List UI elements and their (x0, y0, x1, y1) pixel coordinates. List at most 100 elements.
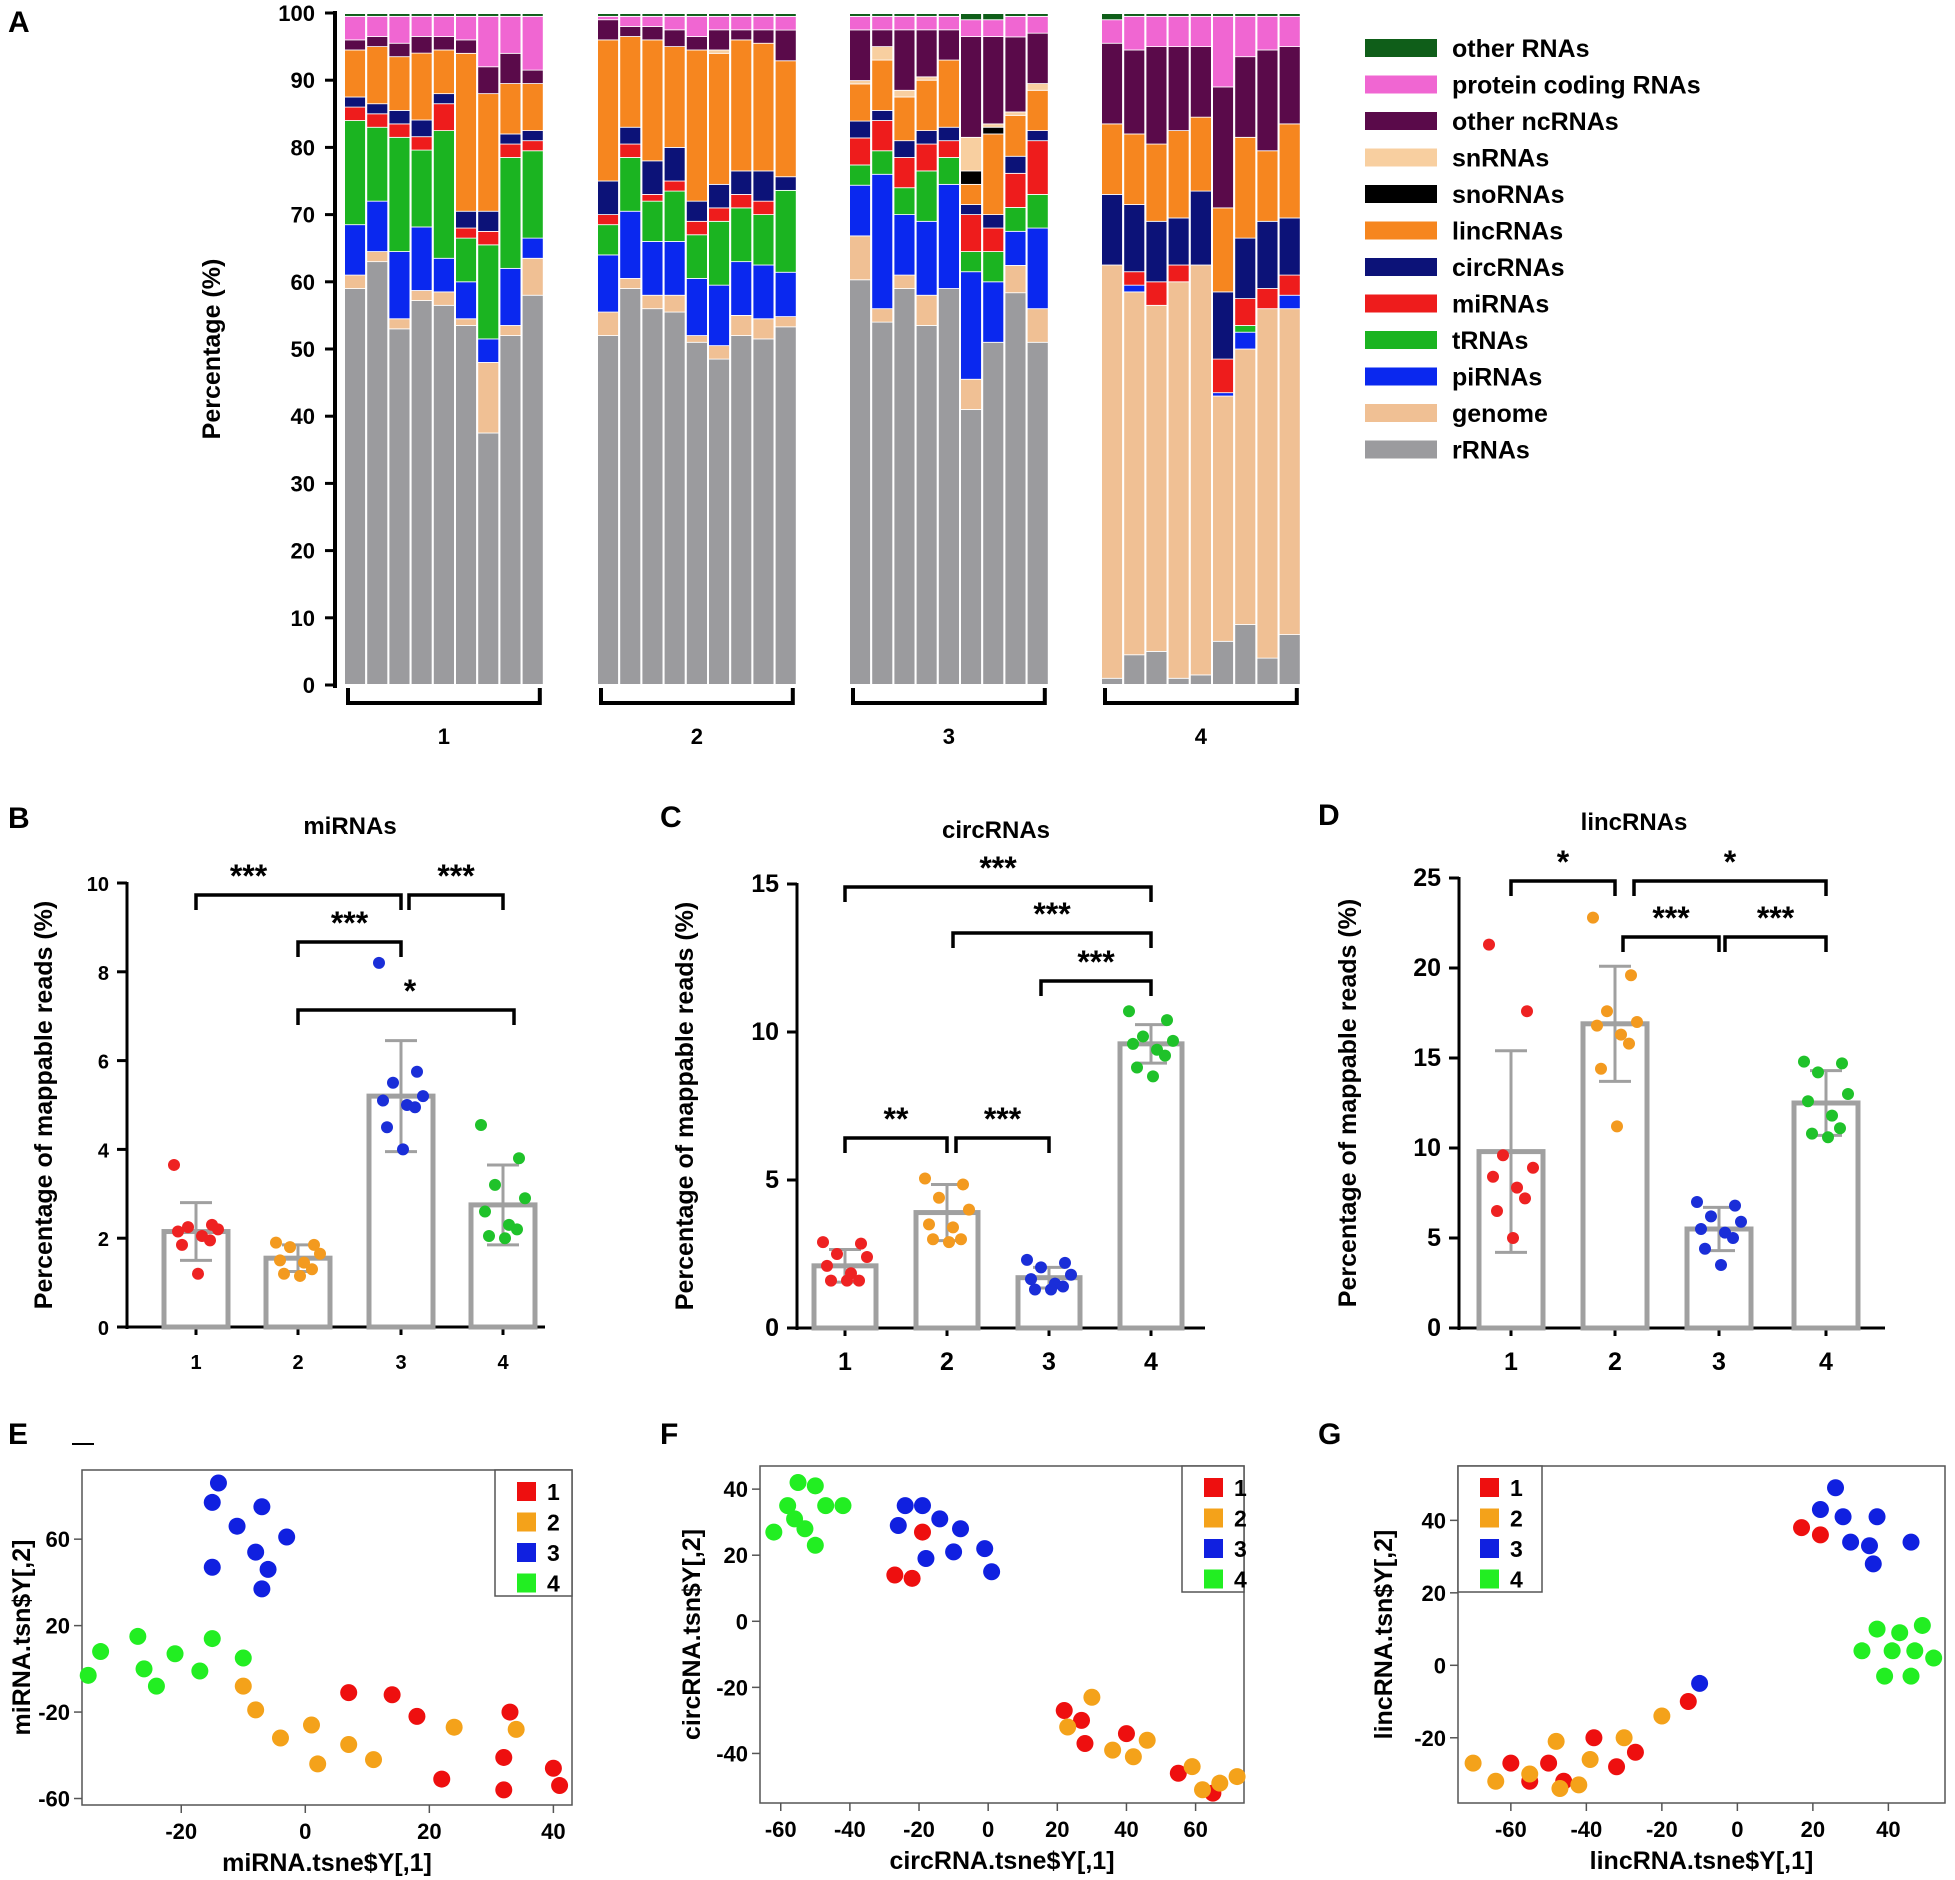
scatter-point-group-3 (1842, 1533, 1860, 1551)
panel-letter-a: A (8, 6, 30, 39)
data-point (1059, 1256, 1071, 1269)
data-point (294, 1269, 306, 1282)
data-point (306, 1263, 318, 1276)
stack-segment-genome (1145, 304, 1169, 652)
scatter-point-group-4 (806, 1477, 824, 1495)
scatter-point-group-1 (886, 1566, 904, 1584)
x-tick-label: 20 (1801, 1817, 1825, 1842)
stack-segment-circrnas (1100, 194, 1124, 266)
data-point (499, 1232, 511, 1245)
stack-segment-protein-coding-rnas (343, 15, 367, 41)
y-tick-label: 5 (1427, 1224, 1441, 1252)
significance-stars: *** (230, 858, 268, 894)
data-point (397, 1143, 409, 1156)
data-point (1705, 1210, 1717, 1223)
scatter-point-group-4 (789, 1474, 807, 1492)
scatter-point-group-1 (913, 1523, 931, 1541)
legend-swatch (517, 1512, 536, 1532)
scatter-point-group-4 (779, 1497, 797, 1515)
stack-segment-protein-coding-rnas (641, 15, 665, 27)
data-point (855, 1237, 867, 1250)
data-point (278, 1267, 290, 1280)
data-point (1507, 1232, 1519, 1244)
legend-swatch-protein-coding-rnas (1365, 75, 1437, 94)
stack-segment-rrnas (365, 261, 389, 686)
plot-frame (1457, 1465, 1946, 1804)
stack-segment-trnas (937, 157, 961, 185)
stack-segment-protein-coding-rnas (1004, 16, 1028, 38)
stack-segment-circrnas (498, 133, 522, 145)
scatter-point-group-2 (1104, 1741, 1122, 1759)
y-tick-label: -60 (38, 1787, 70, 1812)
scatter-point-group-2 (1138, 1731, 1156, 1749)
mean-bar (366, 1093, 436, 1330)
stack-segment-other-ncrnas (498, 52, 522, 84)
stack-segment-lincrnas (959, 183, 983, 205)
x-tick-label: 4 (1144, 1348, 1158, 1376)
significance-bracket (843, 885, 1153, 902)
data-point (1729, 1199, 1741, 1212)
stack-segment-pirnas (774, 271, 798, 317)
scatter-point-group-4 (1876, 1667, 1894, 1685)
stack-segment-other-rnas (981, 12, 1005, 21)
stack-segment-protein-coding-rnas (937, 15, 961, 31)
stack-segment-rrnas (454, 325, 478, 686)
scatter-point-group-1 (544, 1759, 562, 1777)
data-point (377, 1094, 389, 1107)
stack-segment-circrnas (1004, 155, 1028, 174)
stack-segment-genome (707, 345, 731, 360)
legend-label: lincRNAs (1452, 218, 1563, 246)
stack-segment-pirnas (870, 173, 894, 310)
panel-letter-b: B (8, 802, 30, 835)
scatter-point-group-2 (1183, 1758, 1201, 1776)
stack-segment-mirnas (596, 214, 620, 226)
group-bracket (599, 688, 795, 705)
scatter-point-group-4 (166, 1645, 184, 1663)
stack-segment-other-ncrnas (981, 36, 1005, 125)
data-point (314, 1247, 326, 1260)
significance-bracket (296, 940, 403, 957)
scatter-point-group-4 (1906, 1642, 1924, 1660)
stack-segment-rrnas (410, 300, 434, 686)
scatter-point-group-1 (501, 1703, 519, 1721)
stack-segment-protein-coding-rnas (774, 16, 798, 31)
legend-swatch-snrnas (1365, 148, 1437, 167)
stack-segment-other-ncrnas (1278, 46, 1302, 125)
x-axis-label: circRNA.tsne$Y[,1] (889, 1847, 1114, 1875)
stack-segment-trnas (641, 200, 665, 242)
scatter-point-group-2 (309, 1755, 327, 1773)
scatter-point-group-3 (1860, 1537, 1878, 1555)
stack-segment-circrnas (596, 180, 620, 215)
stack-segment-other-ncrnas (521, 69, 545, 84)
stack-segment-pirnas (1026, 227, 1050, 310)
significance-stars: *** (437, 858, 475, 894)
scatter-point-group-1 (1608, 1758, 1626, 1776)
stack-segment-lincrnas (387, 56, 411, 111)
legend-swatch-mirnas (1365, 294, 1437, 313)
stack-segment-protein-coding-rnas (387, 15, 411, 44)
data-point (308, 1238, 320, 1251)
data-point (1695, 1223, 1707, 1235)
y-tick-label: 0 (736, 1609, 748, 1634)
stack-segment-circrnas (1278, 217, 1302, 276)
scatter-point-group-1 (1811, 1526, 1829, 1544)
legend-label: snRNAs (1452, 145, 1549, 173)
x-tick-label: 0 (1731, 1817, 1743, 1842)
x-tick-label: 40 (1114, 1817, 1138, 1842)
stack-segment-rrnas (915, 325, 939, 686)
significance-stars: *** (1757, 900, 1795, 936)
stack-segment-other-ncrnas (752, 29, 776, 44)
stack-segment-trnas (663, 190, 687, 242)
stack-segment-circrnas (774, 176, 798, 191)
data-point (298, 1256, 310, 1269)
y-tick-label: 60 (291, 270, 315, 295)
significance-stars: *** (1652, 900, 1690, 936)
scatter-point-group-1 (1793, 1519, 1811, 1537)
stack-segment-other-ncrnas (937, 29, 961, 61)
stack-segment-circrnas (1233, 237, 1257, 299)
y-axis-label: miRNA.tsn$Y[,2] (8, 1540, 36, 1736)
data-point (1159, 1049, 1171, 1062)
stack-segment-circrnas (915, 130, 939, 145)
stack-segment-lincrnas (1278, 123, 1302, 219)
scatter-point-group-4 (92, 1643, 110, 1661)
